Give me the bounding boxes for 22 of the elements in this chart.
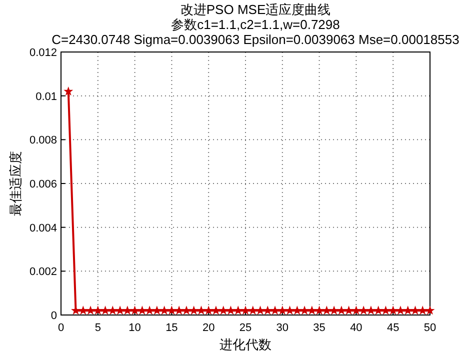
x-tick-label: 5 (94, 322, 101, 334)
x-axis-title: 进化代数 (220, 337, 272, 352)
x-tick-label: 40 (350, 322, 362, 334)
x-tick-label: 0 (58, 322, 64, 334)
y-tick-label: 0.01 (36, 90, 57, 103)
x-tick-label: 10 (128, 322, 141, 334)
y-tick-label: 0.006 (29, 178, 57, 190)
x-tick-label: 15 (166, 322, 178, 334)
x-tick-label: 30 (276, 322, 289, 334)
y-tick-label: 0 (50, 310, 57, 322)
x-tick-label: 35 (313, 322, 326, 334)
x-tick-label: 50 (424, 322, 436, 334)
x-tick-label: 20 (202, 322, 215, 334)
y-axis-title: 最佳适应度 (8, 151, 23, 216)
y-tick-label: 0.002 (29, 266, 57, 278)
x-tick-label: 25 (239, 322, 252, 334)
y-tick-label: 0.008 (29, 134, 57, 147)
y-tick-label: 0.004 (29, 222, 57, 234)
chart-subtitle: 参数c1=1.1,c2=1.1,w=0.7298 C=2430.0748 Sigma=0.0039063 Epsilon=0.0039063 Mse=0.00018553 (52, 17, 460, 47)
x-tick-label: 45 (386, 322, 400, 334)
y-tick-label: 0.012 (29, 47, 57, 59)
chart-title: 改进PSO MSE适应度曲线 (180, 2, 331, 17)
